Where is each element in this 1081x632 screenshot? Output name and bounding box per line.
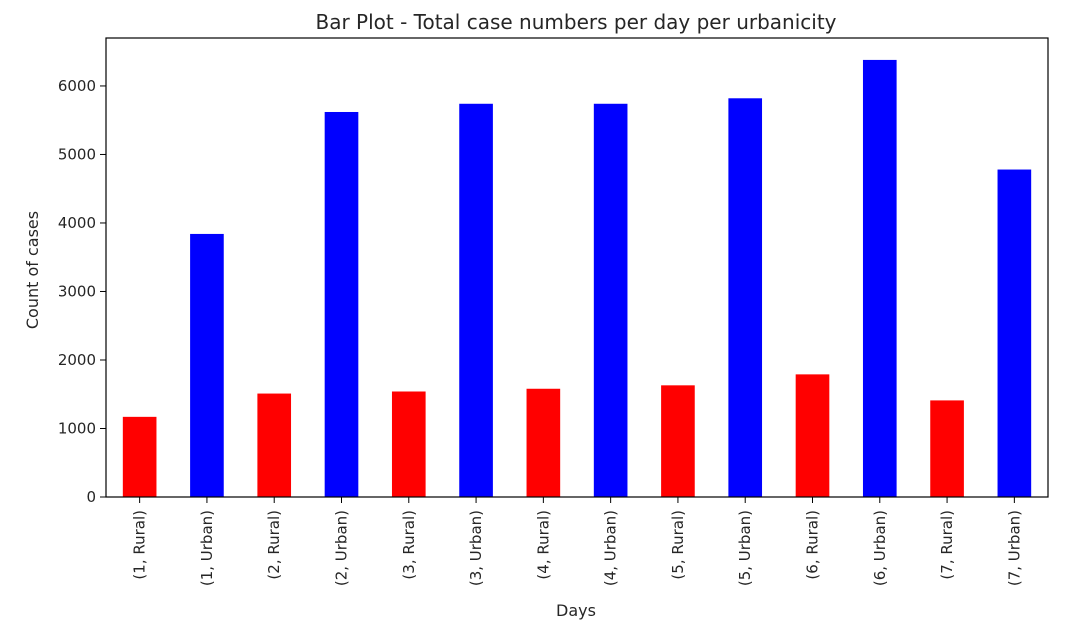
x-tick-label: (1, Rural) [131, 510, 149, 580]
x-tick-label: (4, Rural) [534, 510, 552, 580]
x-tick-label: (2, Urban) [333, 510, 351, 586]
x-axis: (1, Rural) (1, Urban) (2, Rural) (2, Urban)… [131, 497, 1023, 586]
x-tick-label: (5, Urban) [736, 510, 754, 586]
y-tick-label: 4000 [58, 214, 96, 232]
y-tick-label: 2000 [58, 351, 96, 369]
x-tick-label: (7, Rural) [938, 510, 956, 580]
bar [391, 391, 426, 497]
y-tick-label: 1000 [58, 419, 96, 437]
bar [593, 103, 628, 498]
bar [459, 103, 493, 498]
bar [997, 169, 1032, 497]
y-tick-label: 5000 [58, 145, 96, 163]
y-tick-label: 3000 [58, 282, 96, 300]
bar [190, 233, 224, 498]
x-tick-label: (4, Urban) [602, 510, 620, 586]
bar [930, 400, 964, 497]
bar [257, 393, 292, 497]
y-axis-label: Count of cases [23, 211, 42, 329]
bar [728, 98, 763, 498]
x-axis-label: Days [556, 601, 596, 620]
x-tick-label: (5, Rural) [669, 510, 687, 580]
y-axis: 0 1000 2000 3000 4000 5000 6000 [58, 77, 106, 506]
y-tick-label: 0 [86, 488, 96, 506]
x-tick-label: (6, Urban) [871, 510, 889, 586]
x-tick-label: (2, Rural) [265, 510, 283, 580]
bar [661, 385, 695, 497]
plot-frame [105, 37, 1049, 498]
x-tick-label: (6, Rural) [804, 510, 822, 580]
bars-group [122, 59, 1032, 498]
x-tick-label: (1, Urban) [198, 510, 216, 586]
y-tick-label: 6000 [58, 77, 96, 95]
bar [862, 59, 897, 497]
chart-title: Bar Plot - Total case numbers per day pe… [315, 10, 836, 34]
bar [526, 388, 561, 497]
bar [795, 374, 830, 497]
bar [122, 416, 157, 497]
x-tick-label: (3, Urban) [467, 510, 485, 586]
bar [324, 111, 359, 497]
x-tick-label: (7, Urban) [1005, 510, 1023, 586]
x-tick-label: (3, Rural) [400, 510, 418, 580]
